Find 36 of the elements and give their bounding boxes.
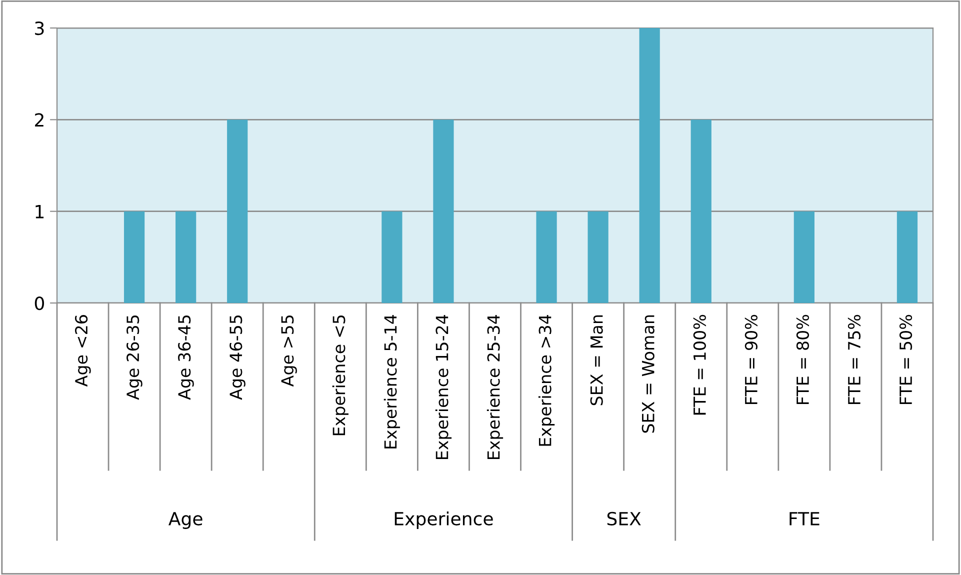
x-tick-label: Age 46-55 <box>230 315 246 400</box>
x-tick-label: Age >55 <box>281 315 297 387</box>
bar <box>588 211 608 303</box>
bar <box>639 28 660 303</box>
x-tick-label: Age 36-45 <box>178 315 194 400</box>
text: SEX <box>607 512 641 526</box>
bar <box>896 211 918 303</box>
y-tick-label: 1 <box>36 205 44 218</box>
bar <box>227 120 248 303</box>
y-tick-label: 3 <box>35 21 44 36</box>
x-tick-label: Experience >34 <box>538 314 555 446</box>
bar <box>433 120 454 303</box>
x-tick-label: FTE = 100% <box>693 314 706 415</box>
y-tick-label: 2 <box>35 113 44 127</box>
bar <box>176 211 196 303</box>
bar <box>794 211 814 303</box>
x-tick-label: Age <26 <box>74 315 91 387</box>
bar <box>536 211 557 303</box>
x-tick-label: SEX = Man <box>590 315 603 406</box>
bar <box>690 120 712 303</box>
text: Experience <box>394 512 493 529</box>
bar <box>382 211 402 303</box>
y-tick-label: 0 <box>34 296 44 310</box>
x-tick-label: FTE = 75% <box>848 314 861 404</box>
x-tick-label: FTE = 80% <box>796 314 810 404</box>
x-tick-label: Experience 5-14 <box>384 314 400 448</box>
x-tick-label: Experience <5 <box>332 315 348 436</box>
text: FTE <box>790 512 820 526</box>
x-tick-label: FTE = 90% <box>744 314 758 404</box>
bar <box>124 211 145 303</box>
x-tick-label: Age 26-35 <box>126 315 142 400</box>
x-tick-label: Experience 25-34 <box>486 314 504 460</box>
x-tick-label: FTE = 50% <box>899 314 912 404</box>
x-tick-label: SEX = Woman <box>642 315 654 433</box>
text: Age <box>168 512 202 529</box>
x-tick-label: Experience 15-24 <box>435 314 452 460</box>
